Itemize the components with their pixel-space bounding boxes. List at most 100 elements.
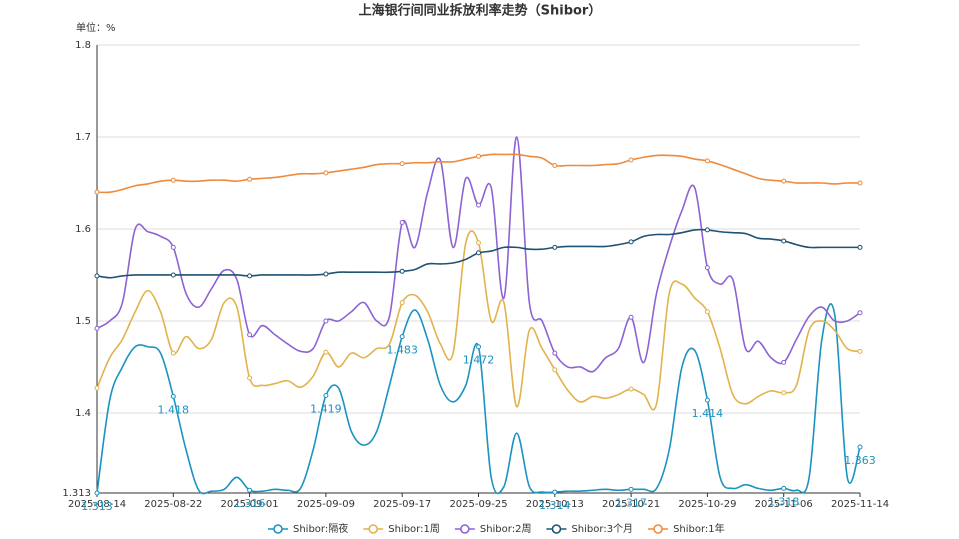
point-marker: [476, 240, 481, 246]
point-marker: [399, 300, 405, 306]
point-marker: [857, 310, 863, 316]
point-marker: [552, 367, 558, 373]
legend-label: Shibor:1年: [673, 522, 725, 535]
point-marker: [247, 176, 253, 182]
data-label: 1.472: [463, 354, 495, 367]
y-tick-label: 1.7: [75, 132, 91, 143]
point-marker: [170, 272, 176, 278]
x-tick-label: 2025-10-21: [602, 499, 660, 510]
legend-swatch-dot: [460, 524, 470, 534]
point-marker: [170, 350, 176, 356]
legend-label: Shibor:2周: [480, 523, 532, 535]
y-tick-label: 1.6: [75, 224, 91, 235]
point-marker: [399, 220, 405, 226]
legend-swatch-dot: [653, 524, 663, 534]
unit-label: 单位：%: [76, 21, 116, 34]
point-marker: [94, 325, 100, 331]
x-tick-label: 2025-08-14: [68, 499, 126, 510]
point-marker: [94, 273, 100, 279]
point-marker: [323, 170, 329, 176]
point-marker: [704, 158, 710, 164]
series-line: [96, 136, 861, 373]
series-line: [96, 230, 861, 411]
point-marker: [552, 163, 558, 169]
point-marker: [323, 392, 329, 398]
point-marker: [628, 239, 634, 245]
point-marker: [323, 349, 329, 355]
x-tick-label: 2025-10-13: [526, 499, 584, 510]
data-label: 1.318: [768, 495, 800, 508]
point-marker: [247, 487, 253, 493]
x-tick-label: 2025-09-17: [373, 499, 431, 510]
point-marker: [170, 177, 176, 183]
point-marker: [323, 318, 329, 324]
point-marker: [399, 334, 405, 340]
legend-swatch-dot: [368, 524, 379, 534]
data-label: 1.414: [692, 407, 724, 420]
point-marker: [552, 489, 558, 495]
point-marker: [399, 268, 405, 274]
point-marker: [628, 157, 634, 163]
point-marker: [628, 386, 634, 392]
point-marker: [704, 227, 710, 233]
x-tick-label: 2025-09-01: [221, 499, 279, 510]
point-marker: [781, 390, 787, 396]
x-tick-label: 2025-11-06: [755, 499, 813, 510]
point-marker: [476, 153, 481, 159]
legend-swatch-dot: [551, 524, 562, 534]
point-marker: [476, 250, 481, 256]
data-label: 1.314: [539, 499, 571, 512]
point-marker: [704, 265, 710, 271]
data-label: 1.419: [310, 402, 342, 415]
legend-label: Shibor:3个月: [571, 523, 633, 535]
point-marker: [94, 490, 100, 496]
series-line: [96, 303, 861, 495]
point-marker: [781, 238, 787, 244]
point-marker: [170, 244, 176, 250]
legend-swatch-dot: [273, 524, 283, 534]
y-tick-label: 1.8: [75, 40, 91, 51]
chart-title: 上海银行间同业拆放利率走势（Shibor）: [359, 3, 602, 19]
point-marker: [781, 178, 787, 184]
point-marker: [857, 348, 863, 354]
point-marker: [552, 350, 558, 356]
legend-label: Shibor:1周: [388, 523, 440, 535]
x-tick-label: 2025-11-14: [831, 499, 889, 510]
x-tick-label: 2025-09-25: [449, 499, 507, 510]
y-tick-label: 1.4: [75, 408, 91, 419]
point-marker: [94, 385, 100, 391]
data-label: 1.363: [844, 454, 876, 467]
data-label: 1.317: [615, 496, 647, 509]
x-tick-label: 2025-10-29: [678, 499, 736, 510]
point-marker: [247, 375, 253, 381]
point-marker: [552, 244, 558, 250]
point-marker: [247, 273, 253, 279]
x-tick-label: 2025-08-22: [144, 499, 202, 510]
point-marker: [94, 189, 100, 195]
series-line: [96, 153, 861, 194]
y-tick-label: 1.313: [62, 488, 91, 499]
legend-label: Shibor:隔夜: [293, 522, 348, 535]
point-marker: [857, 444, 863, 450]
point-marker: [476, 344, 481, 350]
point-marker: [247, 332, 253, 338]
point-marker: [323, 271, 329, 277]
point-marker: [628, 486, 634, 492]
point-marker: [704, 309, 710, 315]
data-label: 1.316: [234, 497, 266, 510]
point-marker: [399, 161, 405, 167]
data-label: 1.313: [81, 500, 113, 513]
point-marker: [170, 393, 176, 399]
x-tick-label: 2025-09-09: [297, 499, 355, 510]
point-marker: [857, 180, 863, 186]
point-marker: [857, 244, 863, 250]
point-marker: [704, 397, 710, 403]
y-tick-label: 1.5: [75, 316, 91, 327]
data-label: 1.418: [158, 403, 190, 416]
point-marker: [476, 202, 481, 208]
data-label: 1.483: [386, 344, 418, 357]
point-marker: [781, 485, 787, 491]
point-marker: [628, 314, 634, 320]
